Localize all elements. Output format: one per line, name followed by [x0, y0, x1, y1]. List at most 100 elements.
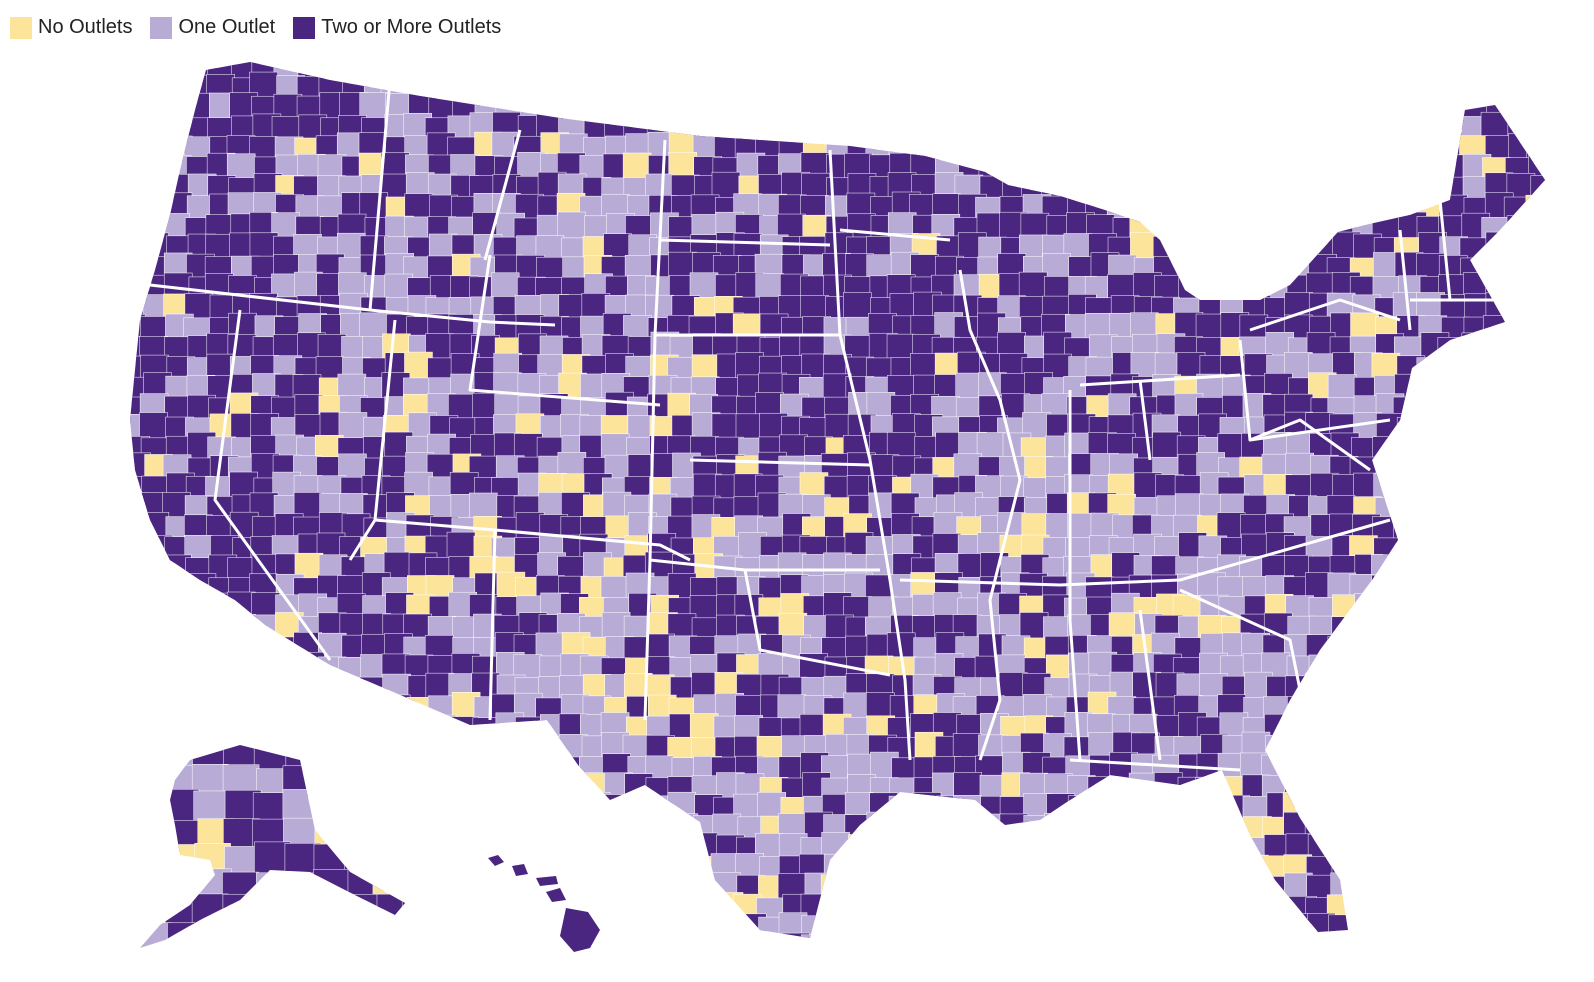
- county: [1550, 915, 1578, 941]
- county: [517, 837, 547, 865]
- county: [953, 835, 983, 862]
- county: [340, 816, 369, 843]
- county: [494, 914, 524, 938]
- county: [1021, 836, 1051, 864]
- county: [1370, 832, 1400, 859]
- county: [1549, 697, 1577, 723]
- county: [689, 272, 719, 300]
- county: [1307, 194, 1336, 222]
- county: [1420, 655, 1450, 682]
- county: [1526, 512, 1545, 539]
- county: [760, 958, 788, 982]
- county: [141, 817, 171, 845]
- county: [1440, 834, 1470, 861]
- county: [1199, 934, 1229, 938]
- county: [1350, 312, 1379, 340]
- county: [668, 855, 698, 882]
- county: [1419, 517, 1448, 545]
- county: [1085, 131, 1114, 159]
- county: [1415, 475, 1444, 502]
- county: [1064, 856, 1093, 883]
- county: [338, 695, 367, 722]
- county: [1240, 154, 1269, 182]
- county: [1482, 672, 1512, 700]
- county: [491, 731, 521, 759]
- county: [1305, 96, 1334, 124]
- county: [401, 896, 405, 930]
- county: [1415, 712, 1444, 740]
- county: [1063, 895, 1093, 923]
- county: [692, 955, 720, 981]
- county: [427, 695, 457, 723]
- county: [209, 676, 238, 704]
- county: [1480, 111, 1510, 139]
- county: [1526, 415, 1545, 442]
- county: [1349, 672, 1379, 699]
- county: [1525, 495, 1545, 523]
- county: [518, 956, 546, 982]
- county: [1217, 137, 1246, 165]
- county: [1000, 152, 1029, 179]
- county: [1152, 113, 1181, 141]
- county: [1524, 835, 1545, 863]
- county: [869, 115, 899, 142]
- county: [194, 951, 230, 982]
- county: [469, 914, 499, 938]
- county: [1019, 156, 1048, 183]
- county: [890, 117, 920, 145]
- county: [143, 793, 172, 820]
- county: [1310, 751, 1339, 779]
- county: [193, 790, 230, 824]
- county: [1350, 115, 1379, 143]
- county: [384, 62, 413, 84]
- county: [1085, 917, 1115, 938]
- county: [297, 737, 327, 764]
- county: [1395, 456, 1424, 484]
- county: [1197, 235, 1227, 263]
- county: [1528, 892, 1545, 920]
- county: [427, 714, 457, 742]
- county: [1395, 653, 1424, 680]
- county: [1219, 215, 1249, 242]
- county: [1286, 733, 1316, 761]
- county: [672, 915, 701, 938]
- county: [407, 756, 437, 784]
- county: [1437, 937, 1467, 938]
- county: [361, 752, 390, 780]
- county: [338, 955, 366, 981]
- county: [425, 792, 454, 820]
- county: [1128, 936, 1158, 938]
- county: [1046, 62, 1075, 80]
- county: [888, 795, 918, 823]
- county: [1177, 896, 1207, 923]
- county: [164, 949, 200, 981]
- county: [406, 845, 442, 877]
- county: [1285, 958, 1313, 982]
- county: [1133, 812, 1162, 839]
- county: [1376, 76, 1405, 104]
- county: [560, 62, 590, 83]
- county: [139, 412, 168, 439]
- county: [694, 75, 724, 103]
- county: [626, 94, 655, 121]
- legend-label-two-or-more: Two or More Outlets: [321, 16, 502, 38]
- county: [142, 774, 171, 802]
- county: [606, 896, 635, 923]
- county: [1046, 912, 1075, 938]
- county: [1374, 735, 1403, 763]
- county: [1305, 716, 1334, 743]
- county: [954, 135, 984, 163]
- county: [1550, 73, 1578, 99]
- county: [1483, 512, 1512, 540]
- county: [892, 857, 921, 884]
- county: [491, 814, 521, 842]
- county: [670, 897, 700, 924]
- county: [866, 811, 896, 839]
- county: [381, 752, 411, 779]
- county: [1022, 897, 1052, 924]
- county: [603, 955, 631, 981]
- county: [1439, 957, 1467, 982]
- county: [449, 795, 478, 823]
- county: [1262, 216, 1292, 244]
- county: [1416, 456, 1445, 483]
